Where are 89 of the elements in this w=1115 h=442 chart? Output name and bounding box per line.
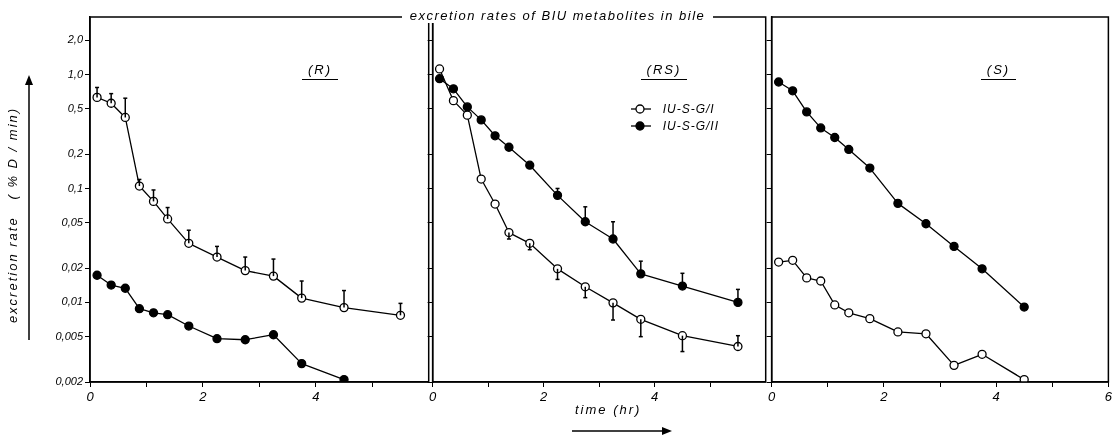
y-axis-title: excretion rate ( % D / min) — [4, 106, 20, 324]
point — [977, 349, 987, 359]
point — [1019, 302, 1029, 312]
point — [476, 174, 486, 184]
point — [921, 329, 931, 339]
point — [844, 308, 854, 318]
y-tick-label: 1,0 — [67, 67, 84, 80]
point — [773, 257, 784, 267]
point — [134, 181, 145, 191]
point — [268, 271, 279, 281]
point — [462, 110, 472, 120]
point — [268, 330, 279, 340]
x-axis-title: time (hr) — [575, 402, 642, 417]
point — [448, 96, 459, 106]
y-tick-label: 0,005 — [55, 329, 84, 342]
y-tick-label: 0,05 — [61, 215, 84, 228]
y-tick-label: 0,02 — [61, 261, 83, 274]
annotation: (S) — [980, 62, 1017, 80]
point — [339, 374, 349, 382]
point — [552, 190, 563, 200]
point — [120, 283, 130, 293]
point — [212, 334, 222, 344]
x-tick-label: 2 — [879, 389, 889, 405]
point — [448, 84, 459, 94]
point — [788, 255, 798, 265]
point — [977, 264, 987, 274]
y-tick-label: 0,5 — [67, 101, 84, 114]
point — [788, 86, 798, 96]
point — [677, 281, 688, 291]
point — [92, 270, 102, 280]
y-tick-label: 0,1 — [67, 181, 83, 194]
x-tick-label: 0 — [86, 389, 95, 405]
x-tick-label: 0 — [768, 389, 776, 405]
point — [148, 196, 159, 207]
x-tick-label: 4 — [312, 389, 320, 405]
point — [949, 241, 959, 252]
point — [462, 102, 472, 112]
point — [240, 335, 250, 345]
y-tick-label: 0,2 — [67, 147, 83, 160]
point — [434, 74, 445, 84]
point — [504, 142, 514, 152]
point — [949, 360, 959, 370]
chart-title: excretion rates of BIU metabolites in bile — [401, 8, 714, 23]
point — [552, 264, 563, 274]
annotation: (R) — [302, 62, 339, 80]
point — [773, 77, 784, 87]
x-tick-label: 0 — [429, 389, 437, 405]
point — [490, 131, 500, 141]
point — [1019, 374, 1029, 382]
point — [865, 163, 875, 173]
point — [476, 115, 486, 125]
point — [580, 282, 590, 292]
point — [802, 107, 812, 117]
point — [148, 308, 159, 318]
point — [921, 219, 931, 229]
point — [816, 123, 826, 133]
point — [134, 304, 145, 314]
point — [395, 310, 406, 320]
point — [297, 358, 307, 369]
point — [865, 313, 875, 324]
point — [184, 321, 194, 331]
x-tick-label: 4 — [651, 389, 659, 405]
y-tick-label: 0,01 — [61, 295, 83, 308]
y-tick-label: 0,002 — [55, 375, 83, 388]
point — [816, 276, 826, 286]
x-tick-label: 2 — [539, 389, 549, 405]
point — [490, 199, 500, 209]
annotation: (RS) — [640, 62, 688, 80]
point — [677, 331, 688, 341]
x-tick-label: 6 — [1104, 389, 1113, 405]
x-tick-label: 4 — [992, 389, 1000, 405]
x-tick-label: 2 — [198, 389, 208, 405]
point — [162, 214, 173, 224]
point — [802, 273, 812, 283]
point — [525, 160, 535, 170]
point — [580, 217, 590, 227]
point — [434, 64, 445, 74]
y-tick-label: 2,0 — [66, 33, 84, 46]
point — [106, 280, 116, 290]
point — [162, 310, 173, 320]
legend-label: IU-S-G/II — [662, 118, 719, 133]
point — [893, 198, 903, 209]
legend-label: IU-S-G/I — [662, 101, 715, 116]
point — [120, 112, 130, 123]
point — [830, 300, 840, 310]
point — [830, 132, 840, 143]
point — [844, 144, 854, 155]
point — [297, 293, 307, 303]
point — [893, 327, 903, 337]
